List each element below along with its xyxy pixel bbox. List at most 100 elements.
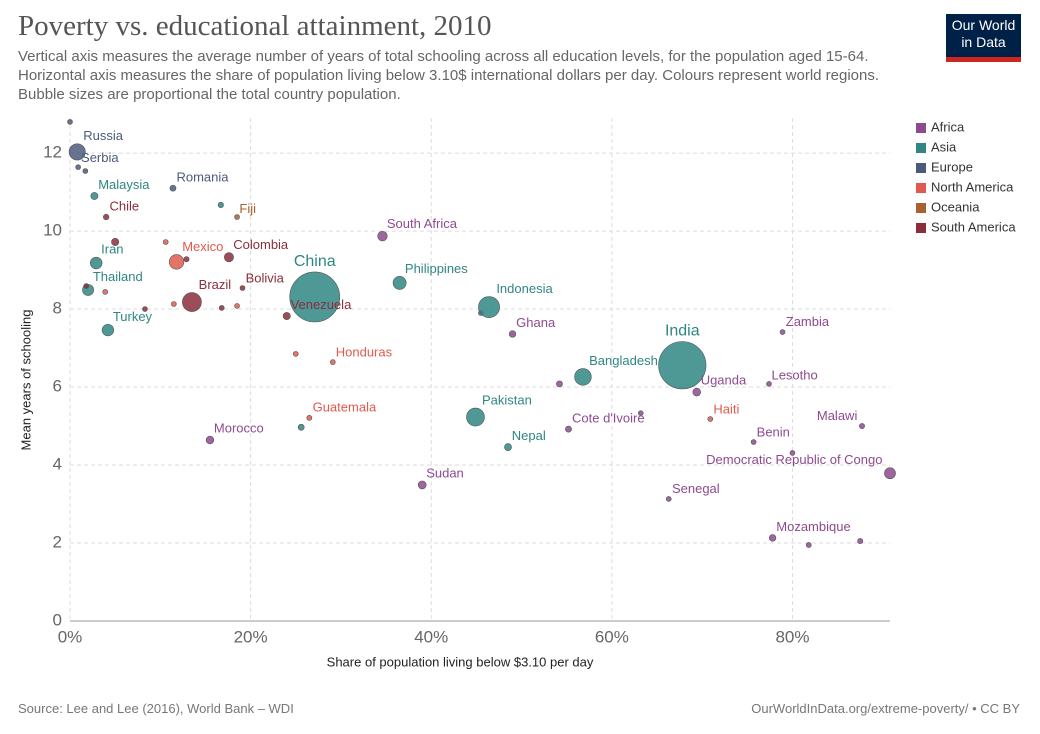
bubble [789,450,796,456]
bubbles-small [67,119,896,548]
point-label: South Africa [387,216,458,231]
y-tick-label: 8 [53,299,62,318]
point-label: Venezuela [291,297,352,312]
bubble [508,330,517,338]
bubble [239,285,246,291]
bubble [103,213,110,221]
point-label: Bangladesh [589,353,658,368]
x-tick-label: 0% [58,627,83,646]
source-url[interactable]: OurWorldInData.org/extreme-poverty/ • CC… [751,701,1020,716]
point-label: Brazil [199,277,232,292]
bubble [68,143,86,161]
x-tick-label: 60% [595,627,629,646]
bubble [217,201,224,208]
bubble [205,435,215,445]
legend-swatch [916,203,926,213]
bubble [859,423,865,429]
point-labels: South Africa Ghana Zambia Uganda Lesotho Mala… [81,128,882,534]
legend-swatch [916,123,926,133]
bubble [234,214,240,220]
bubble [90,256,103,270]
point-label: Cote d'Ivoire [572,411,645,426]
x-axis-label: Share of population living below $3.10 p… [327,654,594,669]
point-label: Democratic Republic of Congo [706,452,882,467]
bubble [83,283,90,289]
bubble [417,480,427,490]
legend-label: Europe [931,159,973,174]
point-label: Serbia [81,150,119,165]
point-label: India [665,323,700,340]
bubble [750,439,757,445]
legend-swatch [916,143,926,153]
bubble [171,301,177,307]
bubble [224,252,234,263]
logo[interactable]: Our World in Data [946,14,1021,62]
bubble [90,192,99,200]
bubble [377,231,388,242]
point-label: Iran [101,242,123,257]
y-tick-label: 10 [43,221,62,240]
bubble [779,329,786,335]
bubble [884,467,896,480]
point-label: Colombia [233,237,289,252]
bubbles-large [289,271,707,390]
point-label: Malawi [817,408,858,423]
point-label: Guatemala [313,400,377,415]
x-tick-label: 20% [234,627,268,646]
bubble [168,254,185,270]
point-label: Senegal [672,481,720,496]
bubble [766,381,772,387]
point-label: Ghana [516,315,556,330]
bubble [504,443,512,451]
bubble [565,425,572,433]
point-label: Honduras [336,345,393,360]
bubble [75,164,81,170]
bubble [637,410,644,416]
legend-label: South America [931,219,1016,234]
bubble [392,276,407,290]
bubble [692,387,701,397]
point-label: Sudan [426,465,464,480]
bubble [218,305,225,311]
point-label: Thailand [93,269,143,284]
bubble [101,324,115,337]
subtitle: Vertical axis measures the average numbe… [18,48,880,103]
bubble [142,306,148,312]
point-label: Nepal [512,428,546,443]
bubble [478,296,500,318]
bubble [805,542,812,548]
point-label: Indonesia [496,281,553,296]
bubble [292,351,299,357]
y-tick-label: 4 [53,455,62,474]
bubble [574,368,592,386]
y-tick-label: 0 [53,610,62,629]
bubble [111,238,120,246]
legend-swatch [916,163,926,173]
bubble [665,496,672,502]
point-label: Philippines [405,261,468,276]
y-axis-label: Mean years of schooling [18,310,33,451]
bubble [857,538,864,545]
point-label: Uganda [701,373,747,388]
point-label: Morocco [214,421,264,436]
bubble [162,239,169,245]
bubble [707,416,714,422]
bubble [658,341,707,390]
legend-swatch [916,223,926,233]
point-label: Malaysia [98,177,150,192]
y-tick-label: 6 [53,377,62,396]
point-label: Mozambique [776,519,850,534]
bubble [329,359,336,365]
bubble [234,303,240,309]
bubble [182,292,202,312]
bubble [183,256,190,263]
x-tick-label: 40% [414,627,448,646]
point-label: Benin [757,424,790,439]
bubble [289,271,341,323]
legend-label: Oceania [931,199,980,214]
point-label: China [294,253,336,270]
x-tick-label: 80% [775,627,809,646]
y-tick-label: 2 [53,532,62,551]
y-tick-label: 12 [43,143,62,162]
